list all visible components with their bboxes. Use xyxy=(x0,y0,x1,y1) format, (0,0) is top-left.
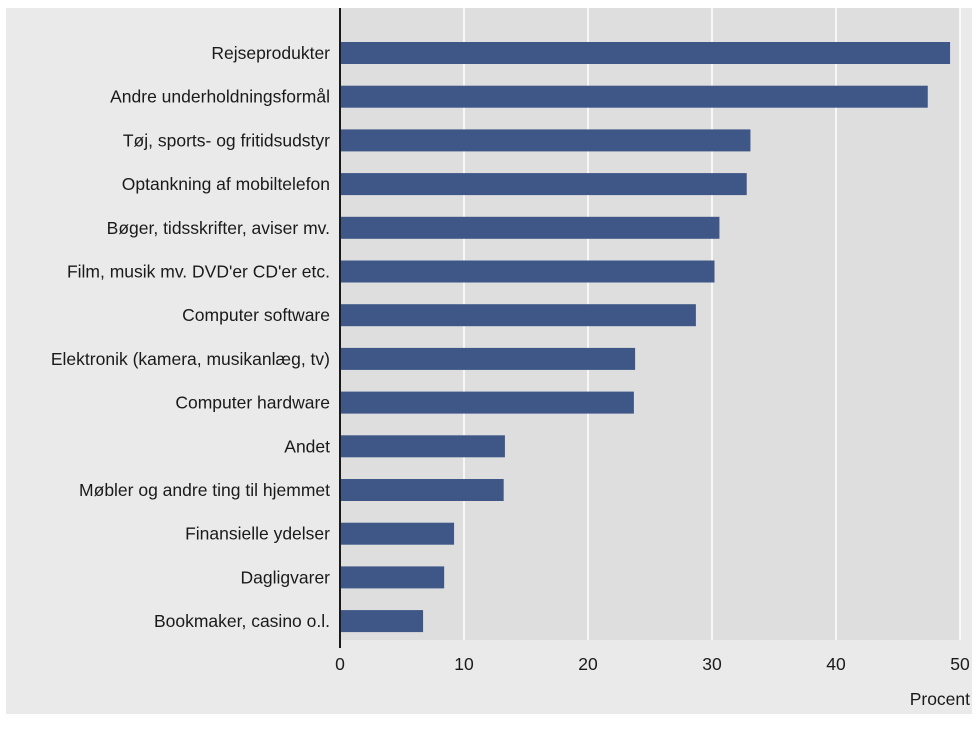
bar xyxy=(340,435,505,458)
category-label: Finansielle ydelser xyxy=(185,524,330,544)
x-tick-label: 0 xyxy=(335,654,345,674)
category-label: Bookmaker, casino o.l. xyxy=(154,611,330,631)
bar xyxy=(340,347,636,370)
category-label: Bøger, tidsskrifter, aviser mv. xyxy=(107,218,330,238)
category-label: Dagligvarer xyxy=(241,567,331,587)
category-label: Optankning af mobiltelefon xyxy=(122,174,330,194)
bar-chart: Rejseprodukter Andre underholdningsformål… xyxy=(51,8,970,709)
bar xyxy=(340,129,751,152)
category-label: Andre underholdningsformål xyxy=(110,87,330,107)
x-tick-label: 40 xyxy=(826,654,846,674)
bar xyxy=(340,522,455,545)
x-axis-label: Procent xyxy=(910,689,970,709)
category-label: Andet xyxy=(284,436,330,456)
bar xyxy=(340,260,715,283)
category-label: Rejseprodukter xyxy=(211,43,330,63)
bar xyxy=(340,304,696,327)
x-tick-label: 20 xyxy=(578,654,598,674)
chart-panel: Rejseprodukter Andre underholdningsformål… xyxy=(6,8,972,714)
bar xyxy=(340,216,720,239)
bar xyxy=(340,610,424,633)
category-label: Film, musik mv. DVD'er CD'er etc. xyxy=(67,262,330,282)
category-label: Elektronik (kamera, musikanlæg, tv) xyxy=(51,349,330,369)
bar xyxy=(340,173,747,196)
bar xyxy=(340,391,634,414)
x-tick-label: 50 xyxy=(950,654,970,674)
bar xyxy=(340,566,445,589)
bar xyxy=(340,85,928,108)
bar xyxy=(340,479,504,501)
category-label: Computer hardware xyxy=(175,393,330,413)
category-label: Computer software xyxy=(182,305,330,325)
category-label: Møbler og andre ting til hjemmet xyxy=(79,480,330,500)
category-label: Tøj, sports- og fritidsudstyr xyxy=(123,130,330,150)
bar xyxy=(340,42,951,64)
x-tick-label: 30 xyxy=(702,654,722,674)
x-tick-label: 10 xyxy=(454,654,474,674)
